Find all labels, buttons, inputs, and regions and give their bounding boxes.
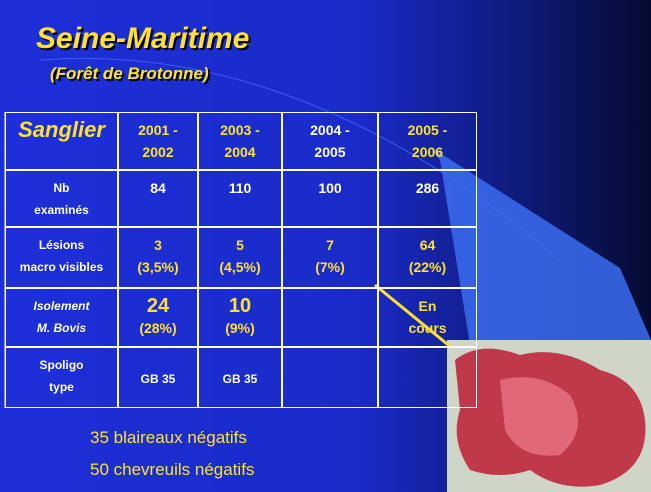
cell-text: Lésions — [39, 234, 84, 256]
cell-text: 5 — [236, 234, 244, 256]
note: 50 chevreuils négatifs — [90, 460, 254, 480]
table-cell: 286 — [378, 170, 477, 227]
cell-text: macro visibles — [20, 256, 103, 278]
cell-text: (28%) — [139, 317, 176, 339]
cell-text: (22%) — [409, 256, 446, 278]
cell-text: 64 — [420, 234, 436, 256]
table-cell: 10(9%) — [198, 288, 282, 347]
cell-text: 2004 — [224, 141, 255, 163]
table-cell: 24(28%) — [118, 288, 198, 347]
cell-text: 84 — [150, 177, 166, 199]
table-cell: Sanglier — [5, 112, 118, 170]
cell-text: (9%) — [225, 317, 255, 339]
cell-text: Spoligo — [40, 354, 84, 376]
table-cell: 3(3,5%) — [118, 227, 198, 288]
cell-text: type — [49, 376, 74, 398]
table-cell: 2005 -2006 — [378, 112, 477, 170]
cell-text: (7%) — [315, 256, 345, 278]
slide: Seine-Maritime (Forêt de Brotonne) Sangl… — [0, 0, 651, 492]
note: 35 blaireaux négatifs — [90, 428, 247, 448]
table-cell: 2003 -2004 — [198, 112, 282, 170]
table-cell — [378, 347, 477, 408]
table-cell: GB 35 — [198, 347, 282, 408]
table-cell: 7(7%) — [282, 227, 378, 288]
cell-text: GB 35 — [141, 368, 176, 390]
cell-text: 10 — [229, 295, 251, 317]
cell-text: 2004 - — [310, 119, 350, 141]
cell-text: (3,5%) — [137, 256, 178, 278]
cell-text: GB 35 — [223, 368, 258, 390]
cell-text: 110 — [229, 177, 252, 199]
table-cell: 2001 -2002 — [118, 112, 198, 170]
subtitle: (Forêt de Brotonne) — [50, 64, 209, 84]
cell-text: 2003 - — [220, 119, 260, 141]
title: Seine-Maritime — [36, 22, 249, 56]
table-cell: 2004 -2005 — [282, 112, 378, 170]
cell-text: Sanglier — [18, 119, 105, 141]
cell-text: 2001 - — [138, 119, 178, 141]
table-cell: 64(22%) — [378, 227, 477, 288]
cell-text: 2005 - — [408, 119, 448, 141]
cell-text: 24 — [147, 295, 169, 317]
cell-text: Nb — [54, 177, 70, 199]
cell-text: 7 — [326, 234, 334, 256]
table-cell: GB 35 — [118, 347, 198, 408]
table-cell: 110 — [198, 170, 282, 227]
cell-text: 2005 — [314, 141, 345, 163]
table-cell: 100 — [282, 170, 378, 227]
cell-text: cours — [408, 317, 446, 339]
table-cell — [282, 288, 378, 347]
cell-text: examinés — [34, 199, 89, 221]
cell-text: 100 — [318, 177, 341, 199]
cell-text: 2006 — [412, 141, 443, 163]
cell-text: En — [419, 295, 437, 317]
cell-text: Isolement — [33, 295, 89, 317]
table-cell — [282, 347, 378, 408]
table-cell: 5(4,5%) — [198, 227, 282, 288]
cell-text: M. Bovis — [37, 317, 86, 339]
cell-text: 286 — [416, 177, 439, 199]
cell-text: (4,5%) — [219, 256, 260, 278]
cell-text: 3 — [154, 234, 162, 256]
cell-text: 2002 — [142, 141, 173, 163]
table-cell: 84 — [118, 170, 198, 227]
